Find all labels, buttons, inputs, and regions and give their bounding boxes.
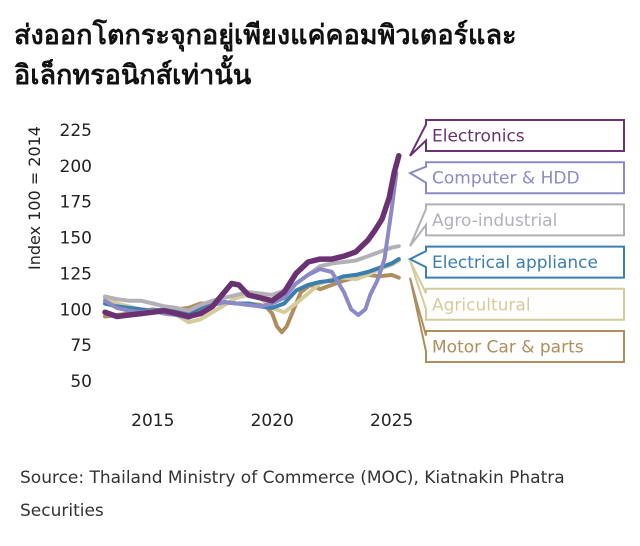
y-tick-label: 200 xyxy=(60,157,92,177)
legend-label: Agricultural xyxy=(432,295,531,315)
chart-title: ส่งออกโตกระจุกอยู่เพียงแค่คอมพิวเตอร์และ… xyxy=(14,20,517,91)
y-tick-label: 125 xyxy=(60,264,92,284)
legend-callout-box xyxy=(409,260,625,321)
legend-label: Motor Car & parts xyxy=(432,338,584,358)
legend-callout-box xyxy=(407,245,625,279)
source-note: Source: Thailand Ministry of Commerce (M… xyxy=(20,468,565,521)
legend-label: Computer & HDD xyxy=(432,169,580,189)
legend-callout-box xyxy=(409,203,625,247)
y-tick-label: 225 xyxy=(60,121,92,141)
legend-label: Electronics xyxy=(432,127,525,147)
y-tick-label: 75 xyxy=(70,336,92,356)
legend-callout-box xyxy=(409,119,625,157)
y-tick-label: 50 xyxy=(70,372,92,392)
legend-label: Agro-industrial xyxy=(432,211,557,231)
y-tick-label: 150 xyxy=(60,229,92,249)
y-axis-label: Index 100 = 2014 xyxy=(25,126,44,270)
legend-label: Electrical appliance xyxy=(432,253,598,273)
x-tick-label: 2020 xyxy=(251,411,294,431)
legend-callout-box xyxy=(409,277,625,363)
series-line-agro-industrial xyxy=(103,244,401,313)
line-chart: Index 100 = 2014 50 75 100 125 150 175 200 225 2… xyxy=(25,119,625,431)
y-tick-label: 100 xyxy=(60,300,92,320)
x-tick-label: 2015 xyxy=(131,411,174,431)
series-line-electronics xyxy=(102,153,402,320)
x-tick-label: 2025 xyxy=(370,411,413,431)
y-tick-label: 175 xyxy=(60,193,92,213)
legend-callout-box xyxy=(407,161,625,195)
